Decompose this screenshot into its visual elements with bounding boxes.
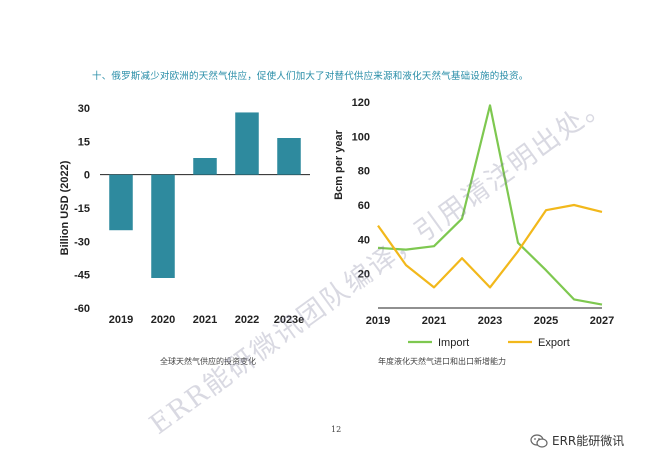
y-tick-label: 15 [78, 136, 90, 148]
y-axis-label: Billion USD (2022) [59, 160, 71, 255]
investment-bar-chart: 30 15 0 -15 -30 -45 -60 2019 2020 2021 2022 2023e Bi… [59, 103, 310, 326]
series-line-export [377, 203, 603, 289]
x-tick-label: 2020 [151, 314, 175, 326]
x-tick-label: 2022 [235, 314, 259, 326]
series-line-import [377, 104, 603, 306]
brand-name: ERR能研微讯 [552, 434, 625, 448]
y-tick-label: 40 [358, 234, 370, 246]
legend-label-import: Import [438, 337, 469, 349]
bar-2022 [235, 112, 259, 175]
x-tick-label: 2027 [590, 315, 614, 327]
bar-2019 [109, 174, 133, 231]
y-tick-label: -15 [74, 203, 90, 215]
right-chart-caption: 年度液化天然气进口和出口新增能力 [378, 357, 506, 366]
x-tick-label: 2025 [534, 315, 558, 327]
legend-label-export: Export [538, 337, 570, 349]
x-tick-label: 2021 [422, 315, 446, 327]
bar-2023e [277, 138, 301, 175]
x-tick-label: 2023 [478, 315, 502, 327]
y-tick-label: 30 [78, 103, 90, 115]
wechat-icon [530, 433, 548, 448]
brand-badge: ERR能研微讯 [530, 432, 624, 449]
y-tick-label: -45 [74, 270, 90, 282]
y-tick-label: 60 [358, 200, 370, 212]
x-tick-label: 2023e [274, 314, 305, 326]
y-tick-label: 120 [352, 97, 370, 109]
y-axis-label: Bcm per year [333, 129, 345, 199]
x-tick-label: 2019 [109, 314, 133, 326]
y-tick-label: 100 [352, 131, 370, 143]
x-tick-label: 2019 [366, 315, 390, 327]
lng-capacity-line-chart: 20 40 60 80 100 120 2019 2021 2023 2025 2027 Bcm pe… [333, 97, 614, 349]
y-tick-label: 0 [84, 170, 90, 182]
page-title: 十、俄罗斯减少对欧洲的天然气供应，促使人们加大了对替代供应来源和液化天然气基础设… [92, 71, 529, 82]
left-chart-caption: 全球天然气供应的投资变化 [160, 357, 256, 366]
bar-2021 [193, 158, 217, 175]
bar-2020 [151, 174, 175, 278]
y-tick-label: -60 [74, 303, 90, 315]
y-tick-label: 80 [358, 166, 370, 178]
y-tick-label: -30 [74, 236, 90, 248]
x-tick-label: 2021 [193, 314, 217, 326]
y-tick-label: 20 [358, 269, 370, 281]
page-number: 12 [331, 425, 342, 434]
